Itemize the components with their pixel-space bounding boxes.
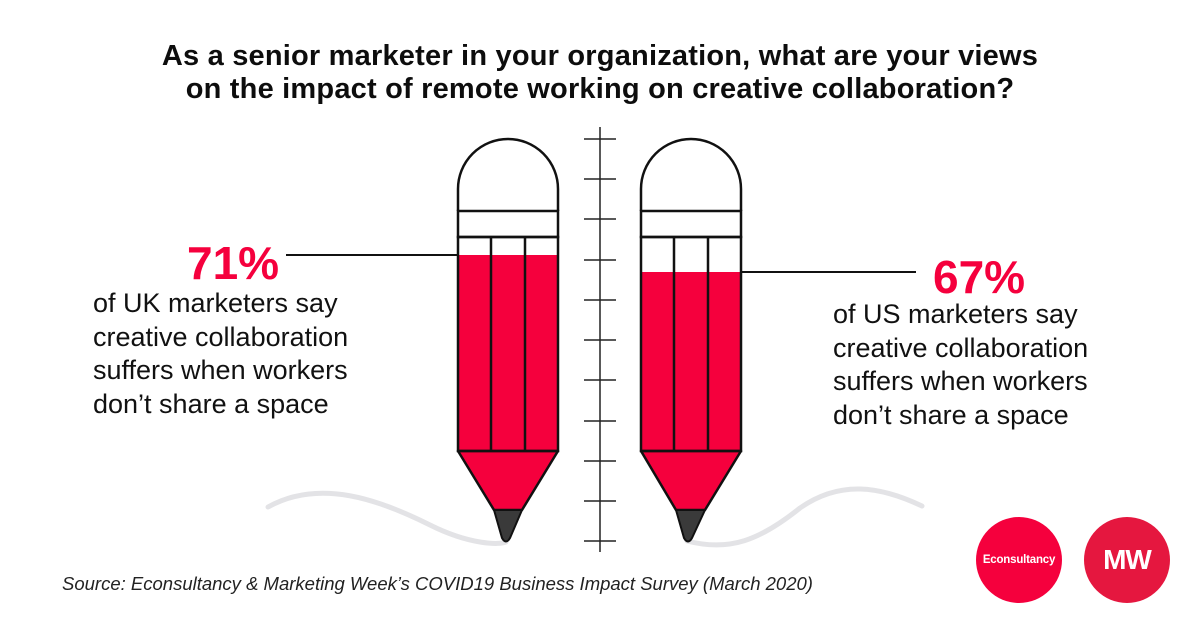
pencil-uk-tip (493, 509, 523, 543)
uk-description: of UK marketers say creative collaborati… (93, 287, 348, 421)
pencil-us-fill (642, 272, 741, 451)
squiggle-decoration (265, 486, 925, 548)
pencil-us-cone (639, 449, 743, 512)
title-line-1: As a senior marketer in your organizatio… (161, 40, 1039, 72)
uk-desc-line: don’t share a space (93, 388, 329, 419)
pencil-uk-eraser (456, 137, 560, 211)
us-desc-line: don’t share a space (833, 399, 1069, 430)
pencil-uk-fill (459, 255, 558, 451)
us-desc-line: of US marketers say (833, 299, 1078, 329)
ruler (584, 127, 616, 552)
uk-desc-line: suffers when workers (93, 355, 348, 385)
pencil-us-eraser (639, 137, 743, 211)
pencil-us (639, 137, 743, 543)
source-note: Source: Econsultancy & Marketing Week’s … (62, 573, 813, 594)
uk-desc-line: creative collaboration (93, 321, 349, 352)
pencil-uk-body (456, 235, 560, 453)
pencil-uk (456, 137, 560, 543)
us-description: of US marketers say creative collaborati… (833, 298, 1088, 432)
pencil-uk-cone (456, 449, 560, 512)
uk-desc-line: of UK marketers say (93, 288, 338, 318)
econsultancy-logo-text: Econsultancy (982, 554, 1056, 566)
title-line-2: on the impact of remote working on creat… (185, 73, 1015, 105)
us-desc-line: suffers when workers (833, 366, 1088, 396)
us-desc-line: creative collaboration (833, 332, 1089, 363)
marketing-week-logo: MW (1084, 517, 1170, 603)
chart-title: As a senior marketer in your organizatio… (0, 40, 1200, 106)
us-percent: 67% (933, 251, 1026, 303)
mw-logo-text: MW (1103, 544, 1152, 575)
uk-percent: 71% (187, 237, 280, 289)
pencil-uk-ferrule (456, 209, 560, 239)
pencil-us-ferrule (639, 209, 743, 239)
pencil-us-body (639, 235, 743, 453)
pencil-us-tip (675, 509, 706, 543)
econsultancy-logo: Econsultancy (976, 517, 1062, 603)
